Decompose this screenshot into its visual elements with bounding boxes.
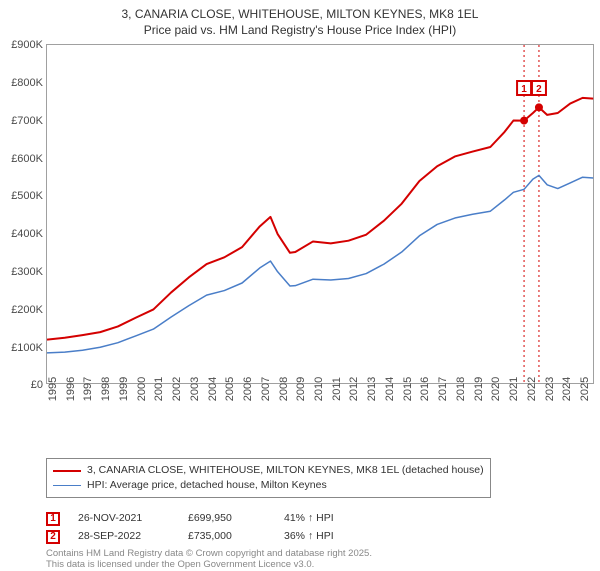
legend-label: HPI: Average price, detached house, Milt… (87, 478, 327, 493)
y-tick-label: £900K (11, 39, 43, 51)
marker-pct: 36% ↑ HPI (284, 528, 334, 546)
y-tick-label: £200K (11, 304, 43, 316)
y-tick-label: £500K (11, 190, 43, 202)
marker-pct: 41% ↑ HPI (284, 510, 334, 528)
series-hpi (47, 176, 593, 354)
legend-label: 3, CANARIA CLOSE, WHITEHOUSE, MILTON KEY… (87, 463, 484, 478)
y-tick-label: £300K (11, 266, 43, 278)
legend-row: HPI: Average price, detached house, Milt… (53, 478, 484, 493)
marker-price: £699,950 (188, 510, 266, 528)
legend-swatch (53, 485, 81, 486)
footer-note: Contains HM Land Registry data © Crown c… (46, 549, 592, 571)
marker-dot (535, 104, 543, 112)
marker-table-row: 1 26-NOV-2021 £699,950 41% ↑ HPI (46, 510, 592, 528)
chart-title: 3, CANARIA CLOSE, WHITEHOUSE, MILTON KEY… (8, 6, 592, 38)
legend: 3, CANARIA CLOSE, WHITEHOUSE, MILTON KEY… (46, 458, 491, 497)
marker-flag: 1 (517, 81, 531, 95)
y-tick-label: £600K (11, 153, 43, 165)
plot-svg: 12 (47, 45, 595, 385)
marker-dot (520, 117, 528, 125)
marker-flag: 2 (532, 81, 546, 95)
legend-swatch (53, 470, 81, 472)
svg-text:1: 1 (521, 84, 527, 95)
marker-table-row: 2 28-SEP-2022 £735,000 36% ↑ HPI (46, 528, 592, 546)
title-line2: Price paid vs. HM Land Registry's House … (8, 22, 592, 38)
svg-text:2: 2 (536, 84, 542, 95)
y-tick-label: £100K (11, 342, 43, 354)
y-tick-label: £0 (31, 379, 43, 391)
marker-table: 1 26-NOV-2021 £699,950 41% ↑ HPI 2 28-SEP-202… (46, 510, 592, 546)
footer-line2: This data is licensed under the Open Gov… (46, 560, 592, 571)
y-tick-label: £800K (11, 77, 43, 89)
plot-border: £0£100K£200K£300K£400K£500K£600K£700K£80… (46, 44, 594, 384)
marker-price: £735,000 (188, 528, 266, 546)
chart-container: 3, CANARIA CLOSE, WHITEHOUSE, MILTON KEY… (0, 0, 600, 560)
series-price_paid (47, 98, 593, 340)
marker-date: 26-NOV-2021 (78, 510, 170, 528)
y-tick-label: £400K (11, 228, 43, 240)
marker-number-box: 1 (46, 512, 60, 526)
chart-area: £0 £100K £200K £300K £400K £500K £600K £700K £80… (8, 42, 592, 422)
y-tick-label: £700K (11, 115, 43, 127)
marker-date: 28-SEP-2022 (78, 528, 170, 546)
legend-row: 3, CANARIA CLOSE, WHITEHOUSE, MILTON KEY… (53, 463, 484, 478)
marker-number-box: 2 (46, 530, 60, 544)
title-line1: 3, CANARIA CLOSE, WHITEHOUSE, MILTON KEY… (8, 6, 592, 22)
